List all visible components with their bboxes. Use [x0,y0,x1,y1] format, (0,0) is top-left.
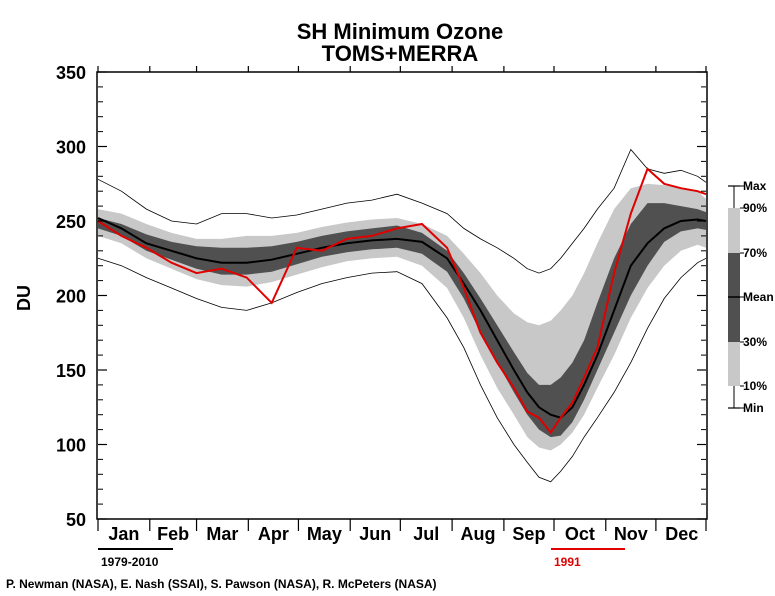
legend-band-upper [728,208,740,253]
y-tick-label: 200 [56,287,86,307]
x-month-label: Jul [413,524,439,544]
x-month-label: Aug [461,524,496,544]
y-axis-label: DU [14,285,34,311]
x-month-label: Nov [614,524,648,544]
y-tick-label: 150 [56,361,86,381]
legend-entry-label: Mean [743,290,774,304]
series-max-line [97,148,707,274]
legend-entry-label: Max [743,179,767,193]
plot-frame [96,71,708,520]
axes: 50 100 150 200 250 300 350 Jan Feb Mar Apr May Jun Ju… [56,63,707,544]
legend: Max 90% 70% Mean 30% 10% Min [728,179,774,415]
chart-subtitle: TOMS+MERRA [322,41,479,66]
footer-credits: P. Newman (NASA), E. Nash (SSAI), S. Paw… [6,577,437,591]
x-month-label: Jun [359,524,391,544]
x-month-label: Apr [258,524,289,544]
y-tick-label: 250 [56,212,86,232]
y-tick-label: 350 [56,63,86,83]
legend-entry-label: 70% [743,246,767,260]
x-month-label: May [307,524,342,544]
plot-area [97,148,707,483]
period-label: 1979-2010 [101,555,159,569]
legend-entry-label: Min [743,401,764,415]
chart-title: SH Minimum Ozone [297,19,504,44]
series-min-line [97,257,707,483]
highlight-year-label: 1991 [554,555,581,569]
series-mean-line [97,217,707,419]
y-tick-label: 100 [56,436,86,456]
y-tick-label: 300 [56,138,86,158]
series-1991-line [97,167,707,435]
legend-entry-label: 90% [743,201,767,215]
x-month-label: Jan [108,524,139,544]
x-month-label: Oct [565,524,595,544]
x-month-label: Sep [512,524,545,544]
legend-entry-label: 10% [743,379,767,393]
x-month-label: Dec [665,524,698,544]
x-month-label: Feb [157,524,189,544]
y-tick-label: 50 [66,510,86,530]
legend-band-lower [728,342,740,386]
legend-entry-label: 30% [743,335,767,349]
x-month-label: Mar [206,524,238,544]
